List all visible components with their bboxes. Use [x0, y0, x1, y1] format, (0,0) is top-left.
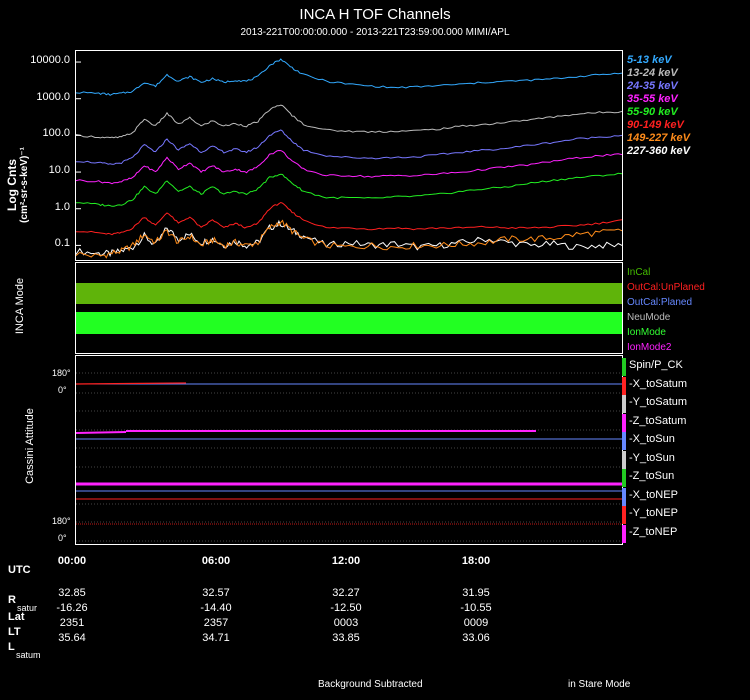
- attitude-legend-swatch: [622, 450, 626, 469]
- attitude-legend-item: -X_toNEP: [629, 488, 678, 501]
- flux-ylabel-units: (cm²-sr-s-keV)⁻¹: [19, 147, 30, 223]
- flux-ytick-label: 10.0: [48, 164, 70, 177]
- ephemeris-l-value: 35.64: [58, 632, 86, 644]
- lt-label: LT: [8, 626, 21, 638]
- attitude-bottom-tick: 180°: [52, 516, 71, 526]
- attitude-bottom-tick-zero: 0°: [58, 533, 67, 543]
- mode-legend-item: IonMode2: [627, 342, 672, 353]
- mode-legend-item: OutCal:Planed: [627, 297, 693, 308]
- attitude-legend-swatch: [622, 413, 626, 432]
- ephemeris-lt-value: 2351: [59, 617, 85, 629]
- mode-bar-ionmode: [76, 312, 622, 334]
- ephemeris-lat-value: -10.55: [460, 602, 492, 614]
- series-line-5-13-keV: [76, 58, 622, 96]
- ephemeris-r-value: 32.57: [202, 587, 230, 599]
- attitude-legend-item: Spin/P_CK: [629, 359, 683, 371]
- flux-legend-item: 5-13 keV: [627, 54, 672, 66]
- page-title: INCA H TOF Channels: [299, 6, 451, 23]
- ephemeris-l-value: 33.06: [462, 632, 490, 644]
- series-line-55-90-keV: [76, 172, 622, 207]
- ephemeris-lat-value: -16.26: [56, 602, 88, 614]
- flux-legend-item: 149-227 keV: [627, 132, 690, 144]
- attitude-ylabel: Cassini Attitude: [24, 408, 36, 484]
- flux-legend-item: 55-90 keV: [627, 106, 678, 118]
- attitude-legend-item: -Y_toNEP: [629, 507, 678, 519]
- page-subtitle: 2013-221T00:00:00.000 - 2013-221T23:59:0…: [240, 27, 510, 38]
- r-label: R: [8, 594, 16, 606]
- flux-ytick-label: 100.0: [42, 127, 70, 140]
- attitude-trace-z-to-satum: [76, 431, 127, 434]
- flux-chart: [76, 58, 622, 259]
- x-tick-label: 12:00: [331, 555, 361, 567]
- ephemeris-lt-value: 2357: [203, 617, 229, 629]
- attitude-legend-swatch: [622, 358, 626, 376]
- series-line-24-35-keV: [76, 129, 622, 165]
- series-line-90-149-keV: [76, 201, 622, 236]
- attitude-panel: [75, 355, 623, 545]
- x-tick-label: 06:00: [201, 555, 231, 567]
- attitude-top-tick: 180°: [52, 368, 71, 378]
- flux-ylabel-main: Log Cnts: [5, 159, 19, 211]
- attitude-legend-item: -Y_toSun: [629, 451, 675, 464]
- mode-legend-item: OutCal:UnPlaned: [627, 282, 705, 293]
- ephemeris-r-value: 32.27: [332, 587, 360, 599]
- flux-legend-item: 90-149 keV: [627, 119, 684, 131]
- x-tick-label: 00:00: [57, 555, 87, 567]
- footer-stare-mode: in Stare Mode: [568, 679, 631, 690]
- attitude-legend-item: -Z_toNEP: [629, 525, 678, 538]
- mode-ylabel: INCA Mode: [14, 277, 26, 335]
- flux-ytick-label: 0.1: [54, 237, 70, 250]
- flux-panel: [75, 50, 623, 261]
- attitude-legend-item: -Z_toSatum: [629, 414, 687, 427]
- attitude-trace-x-to-satum: [76, 382, 187, 385]
- attitude-legend-swatch: [622, 506, 626, 524]
- attitude-legend-swatch: [622, 487, 626, 506]
- attitude-legend-item: -X_toSatum: [629, 377, 688, 390]
- flux-legend-item: 24-35 keV: [627, 80, 678, 92]
- mode-legend-item: IonMode: [627, 327, 666, 338]
- attitude-legend-swatch: [622, 524, 626, 543]
- mode-panel: [75, 262, 623, 354]
- attitude-top-tick-zero: 0°: [58, 385, 67, 395]
- attitude-legend-swatch: [622, 376, 626, 395]
- ephemeris-lt-value: 0009: [463, 617, 489, 629]
- flux-legend-item: 35-55 keV: [627, 93, 678, 105]
- flux-ytick-label: 10000.0: [30, 54, 70, 67]
- ephemeris-lat-value: -14.40: [200, 602, 232, 614]
- mode-bar-incal: [76, 283, 622, 304]
- series-line-149-227-keV: [76, 219, 622, 259]
- utc-label: UTC: [8, 564, 31, 576]
- attitude-legend-item: -Y_toSatum: [629, 396, 688, 408]
- r-sub-label: satur: [17, 603, 38, 613]
- footer-background-subtracted: Background Subtracted: [318, 679, 423, 690]
- attitude-legend-item: -Z_toSun: [629, 470, 675, 482]
- l-label: L: [8, 641, 15, 653]
- ephemeris-r-value: 31.95: [462, 587, 490, 599]
- ephemeris-l-value: 34.71: [202, 632, 230, 644]
- series-line-13-24-keV: [76, 104, 622, 139]
- l-sub-label: satum: [16, 650, 41, 660]
- attitude-legend-swatch: [622, 469, 626, 487]
- x-tick-label: 18:00: [461, 555, 491, 567]
- attitude-chart: [76, 372, 622, 542]
- series-line-35-55-keV: [76, 149, 622, 185]
- flux-legend-item: 227-360 keV: [627, 145, 690, 157]
- ephemeris-l-value: 33.85: [332, 632, 360, 644]
- attitude-legend-swatch: [622, 395, 626, 413]
- ephemeris-lt-value: 0003: [333, 617, 359, 629]
- mode-legend-item: InCal: [627, 267, 651, 278]
- mode-legend-item: NeuMode: [627, 312, 671, 323]
- flux-legend-item: 13-24 keV: [627, 67, 678, 79]
- attitude-legend-item: -X_toSun: [629, 433, 675, 445]
- lat-label: Lat: [8, 611, 25, 623]
- flux-ylabel: Log Cnts (cm²-sr-s-keV)⁻¹: [5, 125, 35, 245]
- flux-ytick-label: 1000.0: [36, 90, 70, 103]
- ephemeris-r-value: 32.85: [58, 587, 86, 599]
- flux-ytick-label: 1.0: [54, 200, 70, 213]
- attitude-legend-swatch: [622, 432, 626, 450]
- ephemeris-lat-value: -12.50: [330, 602, 362, 614]
